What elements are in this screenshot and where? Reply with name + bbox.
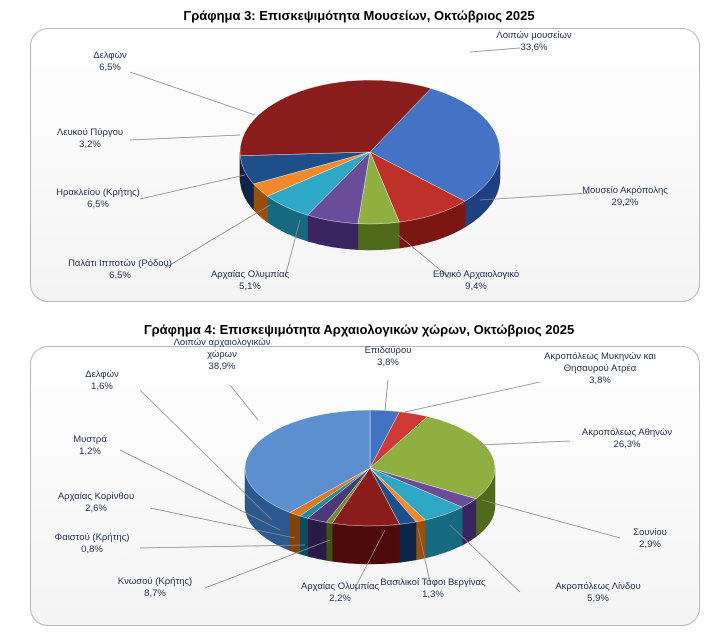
pie-4-leader-10: [119, 449, 281, 531]
pie-4-label-6: Αρχαίας Ολυμπίας 2,2%: [301, 581, 380, 604]
pie-4-label-3: Σουνίου 2,9%: [633, 527, 667, 550]
pie-4-label-1: Ακροπόλεως Μυκηνών και Θησαυρού Ατρέα 3,8%: [544, 351, 656, 386]
pie-4-leader-2: [479, 440, 571, 446]
pie-4-leader-1: [404, 381, 541, 413]
pie-4-value-6: 2,2%: [329, 593, 351, 604]
pie-4-value-4: 5,9%: [587, 593, 609, 604]
pie-4-value-12: 38,9%: [209, 361, 236, 372]
pie-4-leader-7: [204, 539, 331, 589]
pie-4-side-7: [331, 522, 400, 565]
pie-4-leader-12: [229, 384, 259, 421]
chart-3-title: Γράφημα 3: Επισκεψιμότητα Μουσείων, Οκτώ…: [183, 8, 535, 23]
pie-4-value-5: 1,3%: [422, 589, 444, 600]
pie-3-leader-1: [397, 234, 451, 279]
chart-4-title: Γράφημα 4: Επισκεψιμότητα Αρχαιολογικών …: [143, 322, 575, 337]
pie-3-label-3: Παλάτι Ιπποτών (Ρόδου) 6,5%: [68, 258, 172, 281]
pie-4-label-4: Ακροπόλεως Λίνδου 5,9%: [555, 581, 640, 604]
pie-4-side-11: [289, 512, 300, 555]
pie-3-value-7: 33,6%: [521, 42, 548, 53]
pie-3-value-4: 6,5%: [87, 199, 109, 210]
pie-3-leader-2: [284, 219, 301, 278]
pie-4-label-5: Βασιλικοί Τάφοι Βεργίνας 1,3%: [380, 577, 486, 600]
pie-3-leader-0: [479, 192, 591, 201]
pie-4-label-11: Δελφών 1,6%: [85, 369, 119, 392]
pie-4-label-7: Κνωσού (Κρήτης) 8,7%: [118, 576, 192, 599]
pie-4-value-11: 1,6%: [91, 381, 113, 392]
pie-3-slice-1: [369, 151, 466, 223]
pie-3-label-1: Εθνικό Αρχαιολογικό 9,4%: [433, 269, 519, 292]
pie-4-leader-3: [481, 499, 621, 539]
pie-4-label-12: Λοιπών αρχαιολογικών χώρων 38,9%: [174, 337, 271, 372]
pie-4-label-2: Ακροπόλεως Αθηνών 26,3%: [582, 427, 672, 450]
pie-3-label-2: Αρχαίας Ολυμπίας 5,1%: [211, 269, 290, 292]
pie-4-value-10: 1,2%: [79, 446, 101, 457]
pie-4-leader-4: [449, 524, 521, 593]
pie-3-label-7: Λοιπών μουσείων 33,6%: [496, 30, 572, 53]
pie-3-label-0: Μουσείο Ακρόπολης 29,2%: [582, 185, 668, 208]
pie-3-leader-7: [469, 47, 521, 53]
pie-4-value-7: 8,7%: [144, 588, 166, 599]
pie-4-label-0: Επιδαύρου 3,8%: [365, 345, 412, 368]
pie-chart-4: Επιδαύρου 3,8% Ακροπόλεως Μυκηνών και Θησαυ…: [55, 337, 673, 604]
pie-4-slice-2: [369, 416, 496, 499]
pie-4-label-8: Φαιστού (Κρήτης) 0,8%: [55, 532, 130, 555]
pie-4-value-3: 2,9%: [639, 539, 661, 550]
pie-4-label-9: Αρχαίας Κορίνθου 2,6%: [58, 491, 134, 514]
pie-3-label-6: Δελφών 6,5%: [93, 50, 127, 73]
pie-3-leader-4: [139, 174, 246, 200]
pie-4-value-0: 3,8%: [377, 357, 399, 368]
pie-4-value-2: 26,3%: [614, 439, 641, 450]
pie-3-value-6: 6,5%: [99, 62, 121, 73]
pie-3-value-5: 3,2%: [79, 139, 101, 150]
pie-4-value-9: 2,6%: [85, 503, 107, 514]
pie-4-side-9: [307, 517, 327, 561]
pie-3-value-3: 6,5%: [109, 270, 131, 281]
pie-4-side-8: [325, 522, 333, 562]
pie-4-label-10: Μυστρά 1,2%: [73, 434, 107, 457]
pie-4-leader-0: [384, 379, 389, 411]
pie-4-leader-9: [149, 507, 296, 539]
pie-4-value-1: 3,8%: [589, 375, 611, 386]
pie-3-leader-5: [129, 134, 241, 141]
pie-3-value-2: 5,1%: [239, 281, 261, 292]
pie-3-label-4: Ηρακλείου (Κρήτης) 6,5%: [56, 187, 140, 210]
pie-3-value-0: 29,2%: [612, 197, 639, 208]
pie-4-leader-5: [417, 527, 431, 583]
pie-3-leader-3: [164, 204, 271, 269]
pie-chart-3: Μουσείο Ακρόπολης 29,2% Εθνικό Αρχαιολογικ…: [56, 30, 668, 292]
pie-4-side-6: [399, 521, 417, 563]
pie-4-leader-11: [139, 389, 273, 521]
pie-3-label-5: Λευκού Πύργου 3,2%: [57, 127, 123, 150]
pie-4-slice-12: [244, 409, 371, 513]
pie-4-leader-6: [354, 529, 386, 589]
pie-4-leader-8: [139, 544, 306, 549]
pie-4-value-8: 0,8%: [81, 544, 103, 555]
pie-3-leader-6: [129, 71, 256, 116]
pie-3-slice-0: [369, 88, 501, 202]
pie-3-value-1: 9,4%: [465, 281, 487, 292]
pie-3-side-2: [357, 221, 400, 251]
pie-3-slice-7: [239, 79, 432, 156]
